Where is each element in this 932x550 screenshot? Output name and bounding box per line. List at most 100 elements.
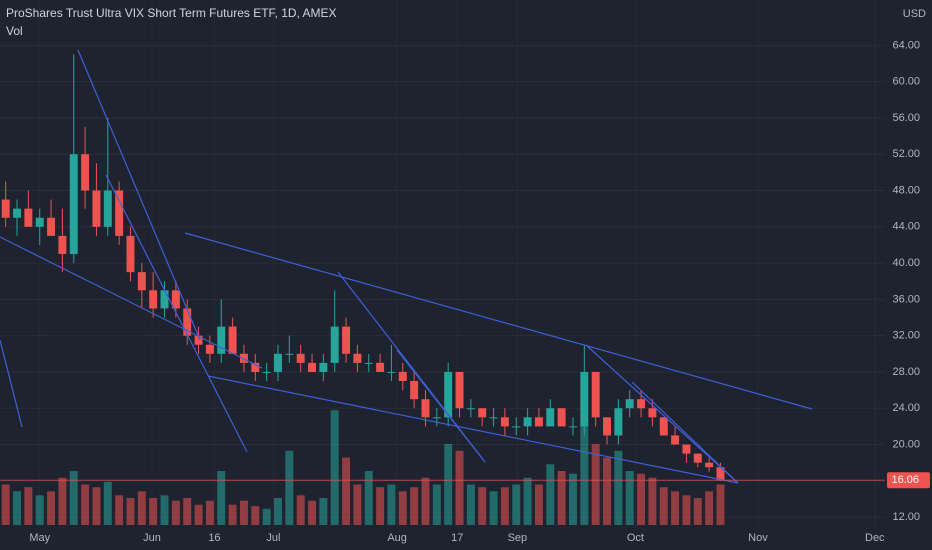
candle-body xyxy=(364,362,373,364)
volume-bar xyxy=(342,457,351,525)
y-tick-label: 44.00 xyxy=(892,221,920,233)
volume-label: Vol xyxy=(6,24,23,38)
volume-bar xyxy=(489,491,498,525)
volume-bar xyxy=(557,471,566,525)
volume-bar xyxy=(115,495,124,525)
x-tick-label: 16 xyxy=(208,532,220,544)
trend-line xyxy=(396,349,486,463)
x-tick-label: Jun xyxy=(143,532,161,544)
candle-body xyxy=(682,444,691,454)
x-tick-label: Sep xyxy=(508,532,528,544)
candle-body xyxy=(285,353,294,355)
volume-bar xyxy=(569,473,577,525)
candle-body xyxy=(308,362,316,372)
volume-bar xyxy=(353,484,362,525)
candle-body xyxy=(81,154,90,191)
candle-body xyxy=(171,290,180,309)
candle-body xyxy=(398,371,407,382)
volume-bar xyxy=(716,484,725,525)
y-tick-label: 60.00 xyxy=(892,76,920,88)
candle-body xyxy=(274,353,282,372)
volume-bar xyxy=(308,500,316,525)
volume-bar xyxy=(478,487,487,525)
candle-body xyxy=(557,408,566,427)
volume-bar xyxy=(659,487,668,525)
volume-bar xyxy=(512,484,521,525)
trend-line xyxy=(184,232,813,410)
candle-body xyxy=(591,371,600,418)
y-tick-label: 64.00 xyxy=(892,39,920,51)
candle-body xyxy=(625,399,634,409)
candle-body xyxy=(466,408,475,410)
y-tick-label: 36.00 xyxy=(892,293,920,305)
x-tick-label: Aug xyxy=(387,532,407,544)
candle-body xyxy=(228,326,237,354)
volume-bar xyxy=(217,471,226,525)
x-tick-label: Jul xyxy=(266,532,280,544)
volume-bar xyxy=(47,491,56,525)
x-tick-label: Oct xyxy=(627,532,644,544)
currency-label: USD xyxy=(903,8,926,20)
candle-body xyxy=(614,408,623,436)
candle-body xyxy=(296,353,305,363)
candle-body xyxy=(716,467,725,481)
candle-body xyxy=(115,190,124,236)
volume-bar xyxy=(546,464,555,525)
volume-bar xyxy=(262,508,271,525)
y-tick-label: 56.00 xyxy=(892,112,920,124)
candle-body xyxy=(648,408,657,418)
candle-body xyxy=(92,190,101,227)
candle-body xyxy=(569,426,577,428)
volume-bar xyxy=(330,410,339,525)
trend-line xyxy=(0,236,263,369)
candle-body xyxy=(523,417,532,427)
y-tick-label: 40.00 xyxy=(892,257,920,269)
volume-bar xyxy=(274,498,282,525)
candle-body xyxy=(432,417,441,419)
candle-body xyxy=(69,154,78,255)
candle-body xyxy=(35,217,44,227)
volume-bar xyxy=(296,495,305,525)
y-tick-label: 28.00 xyxy=(892,366,920,378)
x-tick-label: Dec xyxy=(865,532,885,544)
volume-bar xyxy=(239,500,248,525)
volume-bar xyxy=(103,481,112,525)
volume-bar xyxy=(1,484,10,525)
candle-body xyxy=(421,399,430,418)
x-tick-label: Nov xyxy=(748,532,768,544)
volume-layer xyxy=(1,410,725,525)
candle-body xyxy=(24,208,33,227)
volume-bar xyxy=(285,450,294,525)
y-tick-label: 24.00 xyxy=(892,402,920,414)
candle-body xyxy=(330,326,339,363)
volume-bar xyxy=(319,498,328,525)
volume-bar xyxy=(126,498,135,525)
volume-bar xyxy=(81,484,90,525)
candle-body xyxy=(500,417,509,427)
volume-bar xyxy=(444,444,453,525)
volume-bar xyxy=(398,491,407,525)
volume-bar xyxy=(693,498,702,525)
price-axis xyxy=(885,0,932,550)
volume-bar xyxy=(387,484,396,525)
volume-bar xyxy=(534,484,543,525)
trend-line xyxy=(207,375,739,484)
volume-bar xyxy=(228,504,237,525)
volume-bar xyxy=(92,487,101,525)
candle-body xyxy=(47,217,56,236)
candle-body xyxy=(319,362,328,372)
volume-bar xyxy=(580,423,589,525)
candle-body xyxy=(342,326,351,354)
candle-body xyxy=(693,453,702,463)
candle-body xyxy=(183,308,192,336)
volume-bar xyxy=(421,477,430,525)
candle-body xyxy=(546,408,555,427)
chart-title: ProShares Trust Ultra VIX Short Term Fut… xyxy=(6,6,337,20)
candle-body xyxy=(387,371,396,373)
candle-body xyxy=(637,399,646,409)
volume-bar xyxy=(500,487,509,525)
volume-bar xyxy=(705,491,714,525)
candle-body xyxy=(137,272,146,291)
candle-body xyxy=(455,371,464,409)
